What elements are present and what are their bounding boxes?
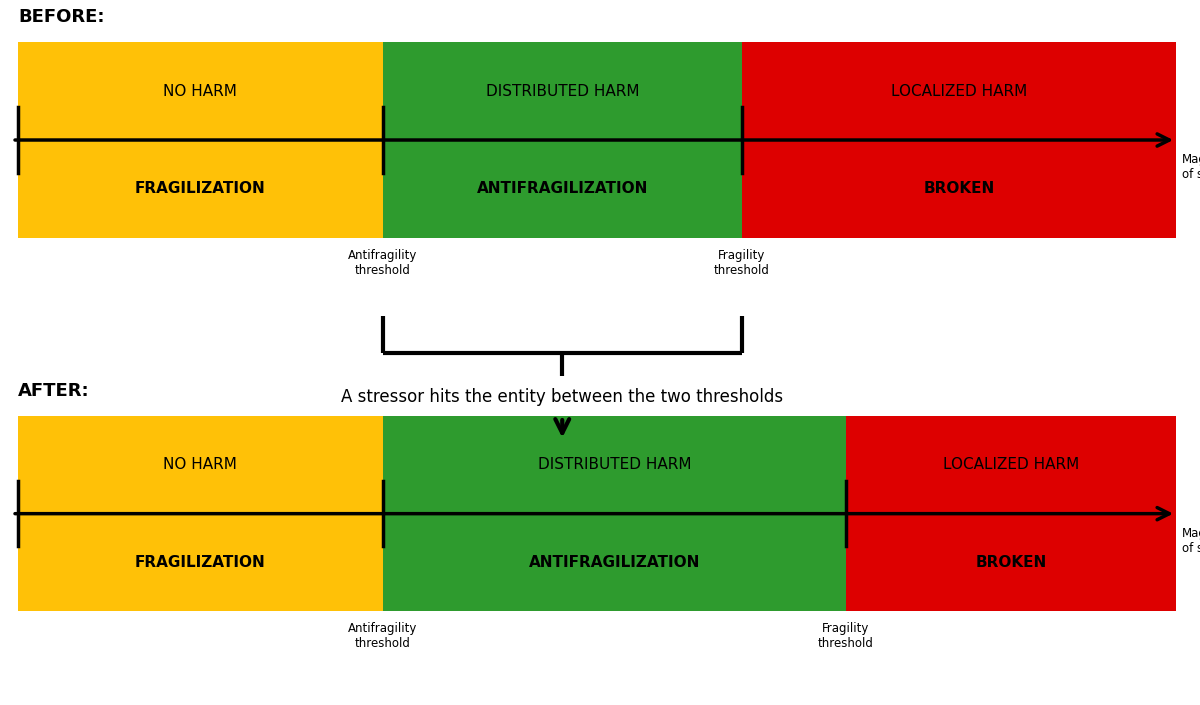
Text: FRAGILIZATION: FRAGILIZATION — [136, 181, 265, 197]
Bar — [742, 42, 1176, 238]
Bar — [18, 416, 383, 611]
Text: Antifragility
threshold: Antifragility threshold — [348, 249, 418, 276]
Text: NO HARM: NO HARM — [163, 84, 238, 99]
Text: Fragility
threshold: Fragility threshold — [818, 623, 874, 650]
Bar — [846, 416, 1176, 611]
Text: Magnitude
of stressor: Magnitude of stressor — [1182, 153, 1200, 181]
Text: Antifragility
threshold: Antifragility threshold — [348, 623, 418, 650]
Text: BROKEN: BROKEN — [923, 181, 995, 197]
Text: BROKEN: BROKEN — [976, 555, 1046, 570]
Text: ANTIFRAGILIZATION: ANTIFRAGILIZATION — [476, 181, 648, 197]
Text: DISTRIBUTED HARM: DISTRIBUTED HARM — [538, 458, 691, 472]
Text: LOCALIZED HARM: LOCALIZED HARM — [943, 458, 1079, 472]
Text: A stressor hits the entity between the two thresholds: A stressor hits the entity between the t… — [341, 388, 784, 406]
Text: DISTRIBUTED HARM: DISTRIBUTED HARM — [486, 84, 640, 99]
Text: NO HARM: NO HARM — [163, 458, 238, 472]
Text: AFTER:: AFTER: — [18, 381, 90, 400]
Bar — [18, 42, 383, 238]
Text: Fragility
threshold: Fragility threshold — [714, 249, 769, 276]
Text: BEFORE:: BEFORE: — [18, 8, 104, 26]
Text: ANTIFRAGILIZATION: ANTIFRAGILIZATION — [529, 555, 700, 570]
Text: FRAGILIZATION: FRAGILIZATION — [136, 555, 265, 570]
Bar — [383, 416, 846, 611]
Text: Magnitude
of stressor: Magnitude of stressor — [1182, 527, 1200, 555]
Text: LOCALIZED HARM: LOCALIZED HARM — [890, 84, 1027, 99]
Bar — [383, 42, 742, 238]
